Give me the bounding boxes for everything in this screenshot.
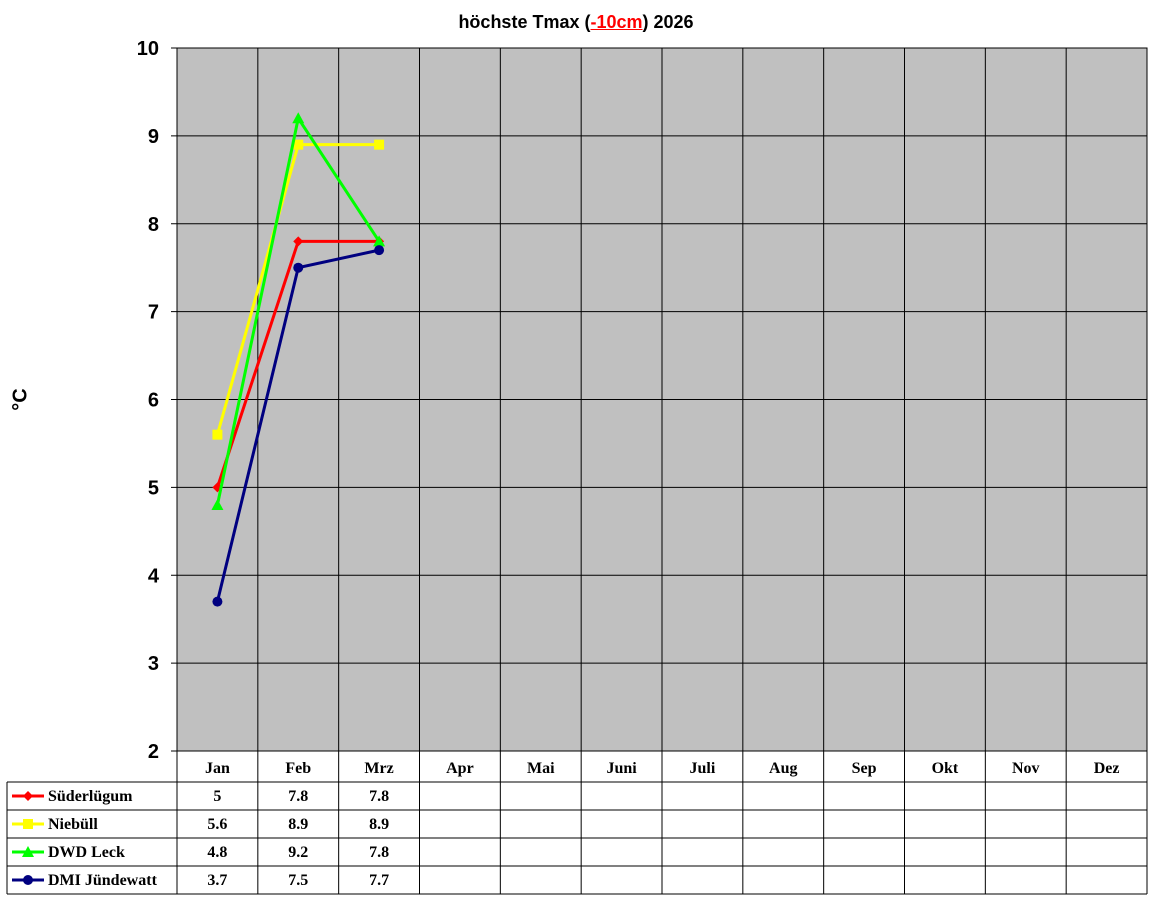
y-tick-label: 9 — [148, 126, 159, 148]
legend-label: DMI Jündewatt — [48, 872, 158, 889]
y-tick-label: 5 — [148, 477, 159, 499]
legend-marker — [22, 846, 34, 857]
legend-label: Niebüll — [48, 816, 98, 833]
y-tick-label: 7 — [148, 302, 159, 324]
data-point — [293, 139, 304, 150]
legend-label: DWD Leck — [48, 844, 125, 861]
data-label: 8.9 — [369, 816, 389, 833]
data-point — [212, 429, 223, 440]
x-tick-label: Aug — [769, 760, 797, 777]
chart-title: höchste Tmax (-10cm) 2026 — [0, 12, 1152, 33]
x-tick-label: Dez — [1094, 760, 1120, 777]
x-tick-label: Nov — [1012, 760, 1040, 777]
data-label: 3.7 — [207, 872, 227, 889]
data-label: 7.5 — [288, 872, 308, 889]
data-label: 4.8 — [207, 844, 227, 861]
x-tick-label: Jan — [205, 760, 230, 777]
data-point — [293, 236, 304, 247]
x-tick-label: Juli — [690, 760, 716, 777]
data-point — [211, 498, 224, 510]
y-tick-label: 6 — [148, 390, 159, 412]
data-point — [373, 235, 386, 247]
title-text: höchste Tmax ( — [458, 12, 591, 32]
legend-marker — [23, 875, 33, 885]
data-label: 9.2 — [288, 844, 308, 861]
x-tick-label: Sep — [852, 760, 877, 777]
data-point — [212, 596, 223, 607]
y-tick-label: 2 — [148, 741, 159, 763]
title-year: ) 2026 — [642, 12, 694, 32]
data-label: 7.7 — [369, 872, 389, 889]
x-tick-label: Mrz — [364, 760, 393, 777]
data-label: 7.8 — [369, 788, 389, 805]
y-tick-label: 3 — [148, 653, 159, 675]
legend-label: Süderlügum — [48, 788, 133, 805]
title-depth: -10cm — [590, 12, 643, 32]
data-label: 7.8 — [288, 788, 308, 805]
y-tick-label: 8 — [148, 214, 159, 236]
data-label: 5.6 — [207, 816, 227, 833]
data-point — [292, 112, 305, 124]
x-tick-label: Feb — [285, 760, 311, 777]
data-point — [374, 245, 385, 256]
y-tick-label: 10 — [137, 38, 159, 60]
data-point — [293, 262, 304, 273]
y-tick-label: 4 — [148, 565, 160, 587]
legend-marker — [23, 819, 33, 829]
x-tick-label: Okt — [932, 760, 959, 777]
data-label: 7.8 — [369, 844, 389, 861]
legend-marker — [23, 791, 33, 801]
data-point — [374, 139, 385, 150]
x-tick-label: Mai — [527, 760, 555, 777]
x-tick-label: Juni — [606, 760, 637, 777]
data-label: 8.9 — [288, 816, 308, 833]
x-tick-label: Apr — [446, 760, 474, 777]
data-label: 5 — [213, 788, 221, 805]
